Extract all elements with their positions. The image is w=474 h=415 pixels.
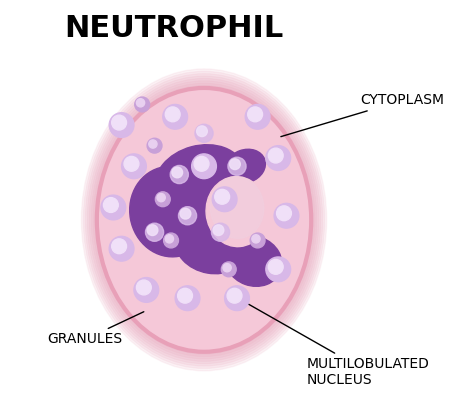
Circle shape bbox=[223, 264, 231, 272]
Circle shape bbox=[175, 286, 200, 310]
Circle shape bbox=[180, 208, 191, 219]
Circle shape bbox=[157, 193, 165, 202]
Circle shape bbox=[137, 99, 145, 107]
Circle shape bbox=[213, 225, 224, 236]
Circle shape bbox=[112, 239, 127, 254]
Circle shape bbox=[221, 262, 236, 277]
Circle shape bbox=[250, 233, 265, 248]
Ellipse shape bbox=[175, 215, 249, 274]
Circle shape bbox=[109, 113, 134, 137]
Ellipse shape bbox=[91, 81, 317, 359]
Circle shape bbox=[164, 233, 179, 248]
Circle shape bbox=[135, 97, 150, 112]
Circle shape bbox=[178, 288, 192, 303]
Circle shape bbox=[179, 207, 197, 225]
Circle shape bbox=[103, 198, 118, 212]
Circle shape bbox=[101, 195, 126, 220]
Circle shape bbox=[227, 288, 242, 303]
Circle shape bbox=[149, 140, 157, 148]
Circle shape bbox=[121, 154, 146, 178]
Text: MULTILOBULATED
NUCLEUS: MULTILOBULATED NUCLEUS bbox=[247, 304, 430, 388]
Ellipse shape bbox=[83, 71, 325, 369]
Ellipse shape bbox=[85, 74, 323, 366]
Circle shape bbox=[170, 166, 188, 183]
Circle shape bbox=[112, 115, 127, 130]
Circle shape bbox=[268, 259, 283, 274]
Circle shape bbox=[194, 156, 209, 171]
Circle shape bbox=[165, 107, 180, 122]
Ellipse shape bbox=[95, 85, 313, 354]
Circle shape bbox=[147, 225, 158, 236]
Circle shape bbox=[134, 278, 159, 302]
Circle shape bbox=[147, 138, 162, 153]
Circle shape bbox=[211, 223, 229, 241]
Circle shape bbox=[215, 189, 229, 204]
Ellipse shape bbox=[97, 88, 311, 352]
Circle shape bbox=[109, 237, 134, 261]
Ellipse shape bbox=[225, 149, 265, 183]
Text: NEUTROPHIL: NEUTROPHIL bbox=[64, 14, 283, 43]
Ellipse shape bbox=[82, 69, 327, 371]
Circle shape bbox=[245, 105, 270, 129]
Circle shape bbox=[266, 146, 291, 171]
Circle shape bbox=[155, 192, 170, 207]
Ellipse shape bbox=[93, 83, 315, 356]
Circle shape bbox=[266, 257, 291, 282]
Circle shape bbox=[252, 235, 260, 243]
Circle shape bbox=[124, 156, 139, 171]
Circle shape bbox=[191, 154, 217, 178]
Circle shape bbox=[268, 148, 283, 163]
Ellipse shape bbox=[206, 177, 268, 247]
Text: CYTOPLASM: CYTOPLASM bbox=[281, 93, 445, 137]
Ellipse shape bbox=[130, 166, 212, 257]
Circle shape bbox=[146, 223, 164, 241]
Circle shape bbox=[212, 187, 237, 212]
Circle shape bbox=[274, 203, 299, 228]
Circle shape bbox=[172, 167, 182, 178]
Circle shape bbox=[228, 157, 246, 176]
Circle shape bbox=[165, 235, 173, 243]
Circle shape bbox=[163, 105, 188, 129]
Text: GRANULES: GRANULES bbox=[47, 312, 144, 347]
Circle shape bbox=[229, 159, 240, 170]
Ellipse shape bbox=[210, 177, 264, 238]
Circle shape bbox=[197, 126, 207, 137]
Circle shape bbox=[248, 107, 263, 122]
Ellipse shape bbox=[155, 145, 245, 212]
Circle shape bbox=[276, 206, 292, 221]
Circle shape bbox=[195, 124, 213, 142]
Ellipse shape bbox=[87, 76, 321, 364]
Ellipse shape bbox=[89, 78, 319, 361]
Circle shape bbox=[137, 280, 151, 295]
Circle shape bbox=[225, 286, 249, 310]
Ellipse shape bbox=[225, 236, 282, 286]
